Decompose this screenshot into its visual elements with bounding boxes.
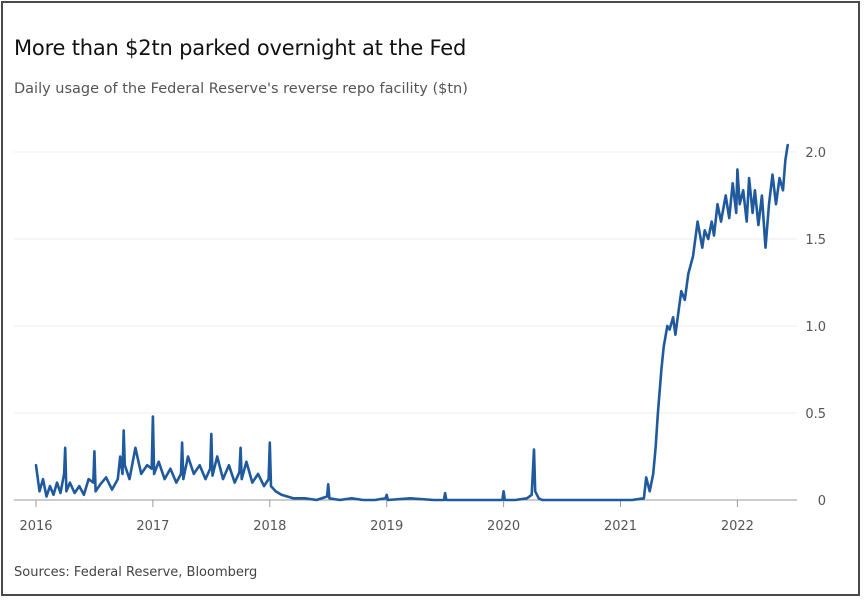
x-tick-label: 2016 xyxy=(19,519,52,534)
chart-subtitle: Daily usage of the Federal Reserve's rev… xyxy=(14,81,468,97)
source-note: Sources: Federal Reserve, Bloomberg xyxy=(14,565,258,580)
grid-layer xyxy=(14,151,797,501)
x-tick-label: 2022 xyxy=(721,519,754,534)
x-axis: 2016 2017 2018 2019 2020 2021 2022 xyxy=(19,500,754,534)
y-tick-label: 2.0 xyxy=(805,146,826,161)
x-tick-label: 2021 xyxy=(604,519,637,534)
y-axis: 0 0.5 1.0 1.5 2.0 xyxy=(805,146,826,509)
chart-title: More than $2tn parked overnight at the F… xyxy=(14,36,467,60)
x-tick-label: 2019 xyxy=(370,519,403,534)
y-tick-label: 0 xyxy=(818,494,826,509)
series-line xyxy=(34,143,789,502)
x-tick-label: 2017 xyxy=(136,519,169,534)
y-tick-label: 1.5 xyxy=(805,233,826,248)
y-tick-label: 0.5 xyxy=(805,407,826,422)
y-tick-label: 1.0 xyxy=(805,320,826,335)
x-tick-label: 2018 xyxy=(253,519,286,534)
series-layer xyxy=(34,143,789,502)
x-tick-label: 2020 xyxy=(487,519,520,534)
